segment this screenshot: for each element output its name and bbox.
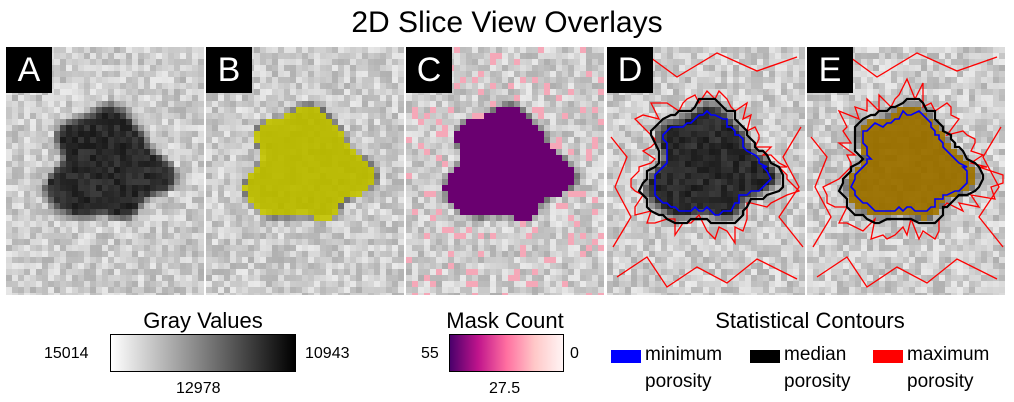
maximum-porosity-contour	[822, 77, 1004, 241]
maximum-porosity-contour	[810, 136, 832, 248]
panel-label-a: A	[6, 47, 52, 93]
mask-colorbar-left-value: 55	[421, 345, 439, 362]
gray-colorbar-title: Gray Values	[143, 308, 263, 333]
legend-swatch-minimum	[611, 350, 641, 363]
slice-image-c	[406, 47, 604, 295]
panel-label-b: B	[206, 47, 252, 93]
panel-label-e: E	[807, 47, 853, 93]
slice-image-b	[206, 47, 404, 295]
panel-d: D	[607, 47, 805, 295]
mask-colorbar-title: Mask Count	[446, 308, 564, 333]
legend-label-maximum-line1: maximum	[907, 344, 990, 365]
maximum-porosity-contour	[610, 136, 632, 248]
contours-legend-title: Statistical Contours	[715, 308, 905, 333]
panel-c: C	[406, 47, 604, 295]
maximum-porosity-contour	[616, 256, 798, 288]
minimum-porosity-contour	[654, 109, 772, 216]
legend-label-median-line2: porosity	[784, 371, 851, 392]
gray-colorbar-right-value: 10943	[305, 345, 350, 362]
legend-label-minimum-line2: porosity	[645, 371, 712, 392]
panel-label-d: D	[607, 47, 653, 93]
median-porosity-contour	[637, 97, 785, 225]
panel-label-c: C	[406, 47, 452, 93]
maximum-porosity-contour	[630, 89, 801, 246]
mask-colorbar	[449, 334, 564, 372]
minimum-porosity-contour	[850, 109, 968, 213]
legend-swatch-maximum	[873, 350, 903, 363]
legend-label-minimum-line1: minimum	[645, 344, 723, 365]
maximum-porosity-contour	[778, 126, 804, 248]
panel-e: E	[807, 47, 1005, 295]
median-porosity-contour	[837, 97, 985, 225]
gray-colorbar-mid-value: 12978	[176, 380, 221, 397]
figure-title: 2D Slice View Overlays	[351, 6, 663, 39]
maximum-porosity-contour	[816, 256, 998, 288]
panel-a: A	[6, 47, 204, 295]
slice-image-e	[807, 47, 1005, 295]
legend-swatch-median	[750, 350, 780, 363]
gray-colorbar	[110, 334, 296, 372]
mask-colorbar-mid-value: 27.5	[489, 380, 521, 397]
mask-colorbar-right-value: 0	[570, 345, 579, 362]
panel-b: B	[206, 47, 404, 295]
maximum-porosity-contour	[978, 126, 1004, 248]
legend-label-maximum-line2: porosity	[907, 371, 974, 392]
legend-label-median-line1: median	[784, 344, 847, 365]
gray-colorbar-left-value: 15014	[44, 345, 89, 362]
